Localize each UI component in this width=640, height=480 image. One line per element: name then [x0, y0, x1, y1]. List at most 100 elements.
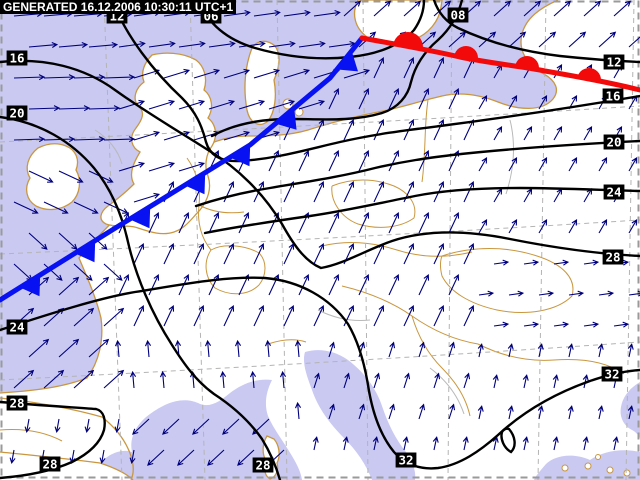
- wind-arrow: [358, 150, 370, 172]
- wind-arrow: [552, 374, 559, 389]
- wind-arrow: [523, 321, 540, 328]
- wind-arrow: [568, 31, 587, 48]
- wind-arrow: [328, 150, 340, 172]
- wind-arrow: [147, 449, 165, 466]
- wind-arrow: [418, 341, 426, 358]
- grid-parallel: [0, 341, 640, 381]
- wind-arrow: [13, 136, 46, 143]
- wind-arrow: [478, 218, 488, 234]
- country-border-minor: [94, 129, 123, 165]
- isoline-label: 16: [9, 51, 24, 66]
- wind-arrow: [223, 68, 251, 79]
- wind-arrow: [567, 343, 574, 358]
- wind-arrow: [613, 0, 632, 17]
- wind-arrow: [148, 161, 176, 172]
- isoline-label: 32: [604, 367, 619, 382]
- isoline-label-box: [603, 134, 625, 150]
- wind-arrow: [162, 418, 180, 435]
- wind-arrow: [582, 436, 589, 451]
- wind-arrow: [73, 307, 95, 327]
- wind-arrow: [279, 370, 287, 389]
- wind-arrow: [402, 436, 409, 451]
- country-border: [440, 248, 574, 313]
- iso-24-32: [0, 276, 640, 470]
- wind-arrow: [598, 290, 615, 297]
- wind-arrow: [73, 263, 93, 281]
- sea-black-sea-corner: [620, 382, 640, 438]
- wind-arrow: [178, 212, 190, 234]
- wind-arrow: [312, 436, 319, 451]
- wind-arrow: [358, 403, 366, 420]
- country-border: [198, 204, 245, 214]
- wind-arrow: [177, 449, 195, 466]
- wind-arrow: [492, 374, 499, 389]
- isoline-label: 08: [450, 8, 465, 23]
- wind-arrow: [223, 243, 235, 265]
- iso-20-28b: [0, 115, 282, 480]
- wind-arrow: [597, 405, 604, 420]
- wind-arrow: [99, 449, 106, 464]
- isoline-label-box: [601, 366, 623, 382]
- wind-arrow: [88, 105, 121, 112]
- wind-arrow: [178, 99, 206, 110]
- wind-arrow: [388, 341, 396, 358]
- wind-arrow: [448, 274, 460, 296]
- wind-arrow: [283, 9, 311, 17]
- isoline-label: 16: [605, 89, 620, 104]
- wind-arrow: [418, 150, 430, 172]
- coastline-spain-south-coast: [0, 451, 134, 480]
- wind-arrow: [567, 405, 574, 420]
- isoline-label: 12: [606, 55, 621, 70]
- wind-arrow: [298, 40, 326, 48]
- wind-arrow: [628, 156, 638, 172]
- wind-arrow: [522, 374, 529, 389]
- country-border: [267, 339, 307, 345]
- wind-arrow: [463, 305, 475, 327]
- wind-arrow: [58, 170, 84, 183]
- wind-arrow: [613, 321, 630, 328]
- wind-arrow: [328, 341, 336, 358]
- country-border: [411, 315, 471, 417]
- wind-arrow: [54, 418, 61, 433]
- wind-arrow: [463, 372, 471, 389]
- wind-arrow: [13, 369, 35, 389]
- wind-arrow: [523, 125, 533, 141]
- wind-arrow: [208, 212, 220, 234]
- isoline-label-box: [395, 452, 417, 468]
- wind-arrow: [628, 33, 640, 48]
- wind-arrow: [133, 130, 161, 141]
- wind-arrow: [249, 370, 257, 389]
- cold-front-triangle: [229, 144, 251, 167]
- wind-arrow: [358, 212, 370, 234]
- wind-arrow: [13, 201, 39, 214]
- wind-arrow: [493, 125, 503, 141]
- wind-arrow: [28, 232, 48, 250]
- wind-arrow: [583, 125, 593, 141]
- wind-arrow: [268, 150, 280, 172]
- wind-arrow: [133, 192, 161, 203]
- wind-arrow: [328, 274, 340, 296]
- wind-arrow: [553, 0, 572, 17]
- isoline-label-box: [39, 456, 61, 472]
- grid-meridian: [625, 0, 635, 480]
- wind-arrow: [28, 41, 59, 48]
- wind-arrow: [28, 105, 61, 112]
- wind-arrow: [628, 218, 638, 234]
- wind-arrow: [598, 218, 608, 234]
- isoline-label-box: [603, 184, 625, 200]
- wind-arrow: [43, 369, 65, 389]
- wind-arrow: [114, 418, 121, 433]
- coastline-continental-coast: [0, 0, 559, 394]
- wind-arrow: [538, 31, 557, 48]
- wind-arrow: [133, 305, 145, 327]
- wind-arrow: [358, 88, 370, 110]
- wind-arrow: [234, 339, 242, 358]
- cold-front-triangle: [19, 274, 41, 297]
- wind-arrow: [373, 119, 385, 141]
- wind-arrow: [253, 305, 265, 327]
- wind-arrow: [342, 436, 349, 451]
- wind-arrow: [237, 449, 255, 466]
- wind-arrow: [462, 436, 469, 451]
